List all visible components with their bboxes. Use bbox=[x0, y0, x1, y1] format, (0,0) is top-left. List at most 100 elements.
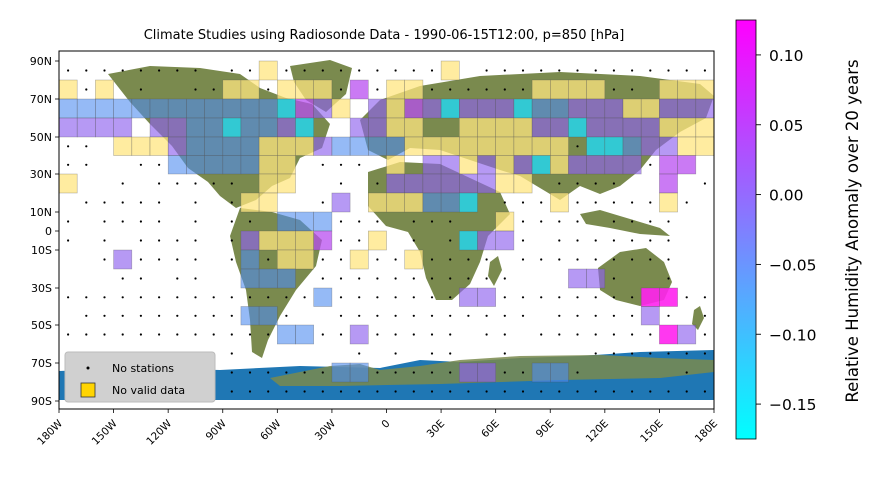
no-station-dot bbox=[339, 333, 343, 336]
no-station-dot bbox=[376, 277, 379, 280]
anomaly-cell bbox=[240, 268, 260, 289]
no-valid-data-cell bbox=[477, 136, 497, 156]
no-valid-data-cell bbox=[295, 79, 315, 100]
no-station-dot bbox=[540, 201, 543, 204]
no-station-dot bbox=[667, 314, 670, 317]
no-valid-data-cell bbox=[458, 136, 478, 156]
no-station-dot bbox=[485, 258, 488, 261]
no-station-dot bbox=[540, 390, 543, 393]
no-station-dot bbox=[649, 69, 652, 72]
no-station-dot bbox=[703, 390, 707, 393]
no-station-dot bbox=[503, 333, 506, 336]
no-station-dot bbox=[449, 296, 452, 299]
no-station-dot bbox=[449, 88, 452, 91]
no-valid-data-cell bbox=[495, 117, 515, 138]
anomaly-cell bbox=[604, 98, 624, 119]
lat-tick-label: 90S bbox=[31, 395, 52, 408]
no-station-dot bbox=[121, 333, 124, 336]
no-station-dot bbox=[649, 333, 652, 336]
no-valid-data-cell bbox=[313, 79, 333, 100]
no-station-dot bbox=[339, 88, 343, 91]
no-station-dot bbox=[85, 296, 88, 299]
no-station-dot bbox=[303, 69, 306, 72]
anomaly-cell bbox=[531, 117, 551, 138]
no-station-dot bbox=[103, 296, 106, 299]
anomaly-cell bbox=[440, 155, 460, 175]
no-valid-data-cell bbox=[222, 79, 242, 100]
anomaly-cell bbox=[76, 98, 96, 119]
no-valid-data-cell bbox=[404, 249, 424, 270]
no-station-dot bbox=[449, 333, 452, 336]
no-station-dot bbox=[321, 277, 324, 280]
anomaly-cell bbox=[458, 230, 478, 251]
no-valid-data-cell bbox=[276, 230, 296, 251]
no-valid-data-cell bbox=[549, 79, 569, 100]
anomaly-cell bbox=[622, 155, 642, 175]
no-station-dot bbox=[321, 201, 324, 204]
anomaly-cell bbox=[222, 155, 242, 175]
anomaly-cell bbox=[568, 117, 587, 138]
anomaly-cell bbox=[640, 136, 660, 156]
legend-no-valid-data-label: No valid data bbox=[112, 384, 185, 397]
no-station-dot bbox=[339, 390, 343, 393]
anomaly-cell bbox=[477, 173, 497, 194]
no-station-dot bbox=[649, 163, 652, 166]
no-station-dot bbox=[558, 314, 561, 317]
no-station-dot bbox=[412, 371, 415, 374]
madagascar-land bbox=[488, 256, 502, 286]
anomaly-cell bbox=[386, 173, 406, 194]
no-station-dot bbox=[594, 333, 597, 336]
no-station-dot bbox=[194, 258, 197, 261]
no-station-dot bbox=[503, 88, 506, 91]
no-station-dot bbox=[467, 390, 470, 393]
lon-tick-label: 60E bbox=[479, 418, 502, 441]
no-valid-data-cell bbox=[549, 155, 569, 175]
anomaly-cell bbox=[276, 117, 296, 138]
anomaly-cell bbox=[349, 136, 369, 156]
no-station-dot bbox=[703, 333, 707, 336]
no-station-dot bbox=[103, 333, 106, 336]
colorbar-label: Relative Humidity Anomaly over 20 years bbox=[843, 59, 862, 402]
no-station-dot bbox=[230, 182, 233, 185]
no-station-dot bbox=[667, 220, 670, 223]
anomaly-cell bbox=[222, 98, 242, 119]
anomaly-cell bbox=[295, 98, 315, 119]
no-station-dot bbox=[158, 296, 161, 299]
no-station-dot bbox=[521, 390, 525, 393]
no-station-dot bbox=[67, 69, 70, 72]
anomaly-cell bbox=[640, 306, 660, 326]
no-valid-data-cell bbox=[258, 155, 278, 175]
no-station-dot bbox=[631, 220, 634, 223]
no-station-dot bbox=[631, 390, 634, 393]
anomaly-cell bbox=[222, 136, 242, 156]
no-station-dot bbox=[612, 88, 616, 91]
no-station-dot bbox=[321, 371, 324, 374]
no-station-dot bbox=[394, 69, 397, 72]
legend-no-stations-label: No stations bbox=[112, 362, 174, 375]
no-valid-data-cell bbox=[276, 155, 296, 175]
anomaly-cell bbox=[240, 136, 260, 156]
no-valid-data-cell bbox=[331, 98, 351, 119]
no-station-dot bbox=[485, 314, 488, 317]
no-station-dot bbox=[303, 371, 306, 374]
anomaly-cell bbox=[276, 98, 296, 119]
latitude-axis: 90N 70N 50N 30N 10N 0 10S 30S 50S 70S 90S bbox=[30, 55, 59, 408]
no-valid-data-cell bbox=[695, 136, 714, 156]
no-station-dot bbox=[430, 333, 434, 336]
no-station-dot bbox=[576, 182, 579, 185]
no-valid-data-cell bbox=[258, 230, 278, 251]
no-station-dot bbox=[576, 258, 579, 261]
colorbar-ticks: 0.10 0.05 0.00 −0.05 −0.10 −0.15 bbox=[756, 47, 817, 414]
anomaly-cell bbox=[131, 98, 151, 119]
no-station-dot bbox=[267, 390, 270, 393]
anomaly-cell bbox=[240, 230, 260, 251]
no-station-dot bbox=[449, 314, 452, 317]
anomaly-cell bbox=[495, 98, 515, 119]
no-station-dot bbox=[158, 258, 161, 261]
no-station-dot bbox=[594, 258, 597, 261]
no-valid-data-cell bbox=[677, 136, 697, 156]
no-station-dot bbox=[430, 69, 434, 72]
anomaly-cell bbox=[477, 155, 497, 175]
anomaly-cell bbox=[167, 98, 187, 119]
no-station-dot bbox=[176, 69, 179, 72]
